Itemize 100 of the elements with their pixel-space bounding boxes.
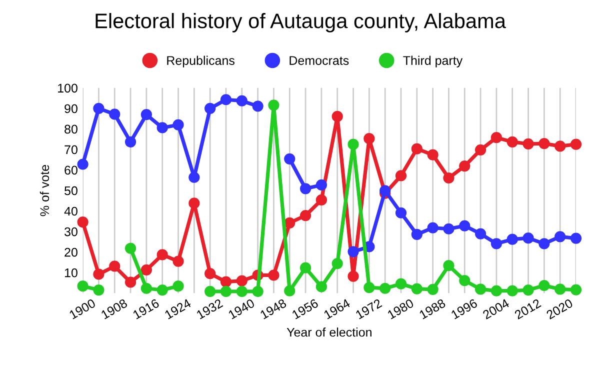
point — [236, 275, 248, 286]
point — [124, 242, 136, 254]
point — [522, 232, 534, 244]
point — [316, 179, 327, 191]
x-tick-label: 1948 — [260, 298, 287, 320]
point — [316, 281, 327, 292]
point — [252, 100, 264, 112]
point — [204, 286, 216, 298]
point — [395, 207, 407, 218]
point — [411, 143, 422, 154]
x-tick-label: 2012 — [514, 298, 542, 320]
point — [554, 231, 566, 242]
point — [140, 109, 152, 120]
point — [236, 95, 248, 106]
point — [570, 284, 582, 296]
point — [124, 276, 136, 288]
y-tick-label: 100 — [58, 84, 78, 93]
point — [380, 282, 391, 294]
point — [109, 260, 120, 272]
point — [459, 160, 470, 172]
point — [522, 284, 534, 296]
point — [284, 217, 296, 228]
point — [220, 276, 232, 288]
point — [538, 138, 550, 150]
point — [411, 283, 422, 294]
chart-title: Electoral history of Autauga county, Alabama — [96, 12, 506, 32]
point — [140, 264, 152, 276]
point — [156, 284, 168, 296]
point — [570, 138, 582, 150]
point — [348, 270, 359, 282]
point — [124, 136, 136, 148]
x-tick-label: 1908 — [100, 298, 128, 320]
point — [93, 284, 104, 296]
point — [554, 284, 566, 295]
point — [506, 285, 518, 296]
y-tick-label: 70 — [64, 145, 78, 154]
y-tick-label: 10 — [64, 268, 78, 278]
point — [490, 132, 502, 144]
point — [348, 138, 359, 150]
point — [77, 280, 88, 292]
x-tick-label: 1956 — [292, 298, 319, 320]
point — [538, 280, 550, 292]
point — [443, 223, 454, 234]
point — [506, 234, 518, 245]
point — [204, 268, 216, 280]
point — [570, 232, 582, 244]
y-tick-label: 50 — [64, 186, 78, 196]
point — [93, 268, 104, 280]
point — [172, 256, 184, 267]
point — [427, 284, 438, 295]
point — [109, 108, 120, 120]
point — [93, 102, 104, 114]
x-tick-label: 1980 — [387, 298, 414, 320]
x-tick-label: 1972 — [355, 298, 382, 320]
x-tick-label: 1964 — [323, 298, 351, 320]
legend-label: Third party — [403, 56, 463, 68]
y-tick-label: 40 — [64, 206, 78, 216]
point — [284, 285, 296, 296]
point — [427, 222, 438, 234]
point — [332, 258, 343, 270]
point — [459, 275, 470, 286]
x-tick-label: 1916 — [132, 298, 160, 320]
point — [77, 158, 88, 170]
legend-label: Democrats — [290, 56, 349, 65]
point — [443, 172, 454, 184]
point — [156, 122, 168, 134]
point — [284, 153, 296, 164]
x-axis-title: Year of election — [286, 328, 372, 337]
point — [474, 228, 486, 240]
point — [236, 286, 248, 298]
point — [474, 144, 486, 156]
y-tick-label: 60 — [64, 166, 78, 175]
x-tick-label: 2004 — [482, 298, 510, 320]
point — [522, 138, 534, 150]
point — [140, 282, 152, 294]
point — [554, 140, 566, 152]
x-tick-label: 1932 — [196, 298, 224, 320]
y-tick-label: 80 — [64, 124, 78, 134]
y-tick-label: 30 — [64, 227, 78, 236]
point — [395, 170, 407, 182]
point — [348, 246, 359, 258]
x-tick-label: 1996 — [450, 298, 478, 320]
point — [443, 260, 454, 272]
x-tick-label: 1900 — [68, 298, 96, 320]
point — [188, 198, 200, 209]
point — [364, 282, 375, 294]
point — [459, 220, 470, 232]
x-tick-label: 1988 — [418, 298, 446, 320]
point — [188, 172, 200, 183]
point — [427, 149, 438, 160]
point — [395, 278, 407, 290]
point — [474, 284, 486, 295]
point — [172, 280, 184, 292]
point — [332, 110, 343, 122]
point — [252, 286, 264, 298]
y-axis-title: % of vote — [40, 165, 50, 216]
x-tick-label: 1940 — [228, 298, 256, 320]
point — [156, 249, 168, 260]
point — [490, 238, 502, 250]
point — [220, 286, 232, 298]
